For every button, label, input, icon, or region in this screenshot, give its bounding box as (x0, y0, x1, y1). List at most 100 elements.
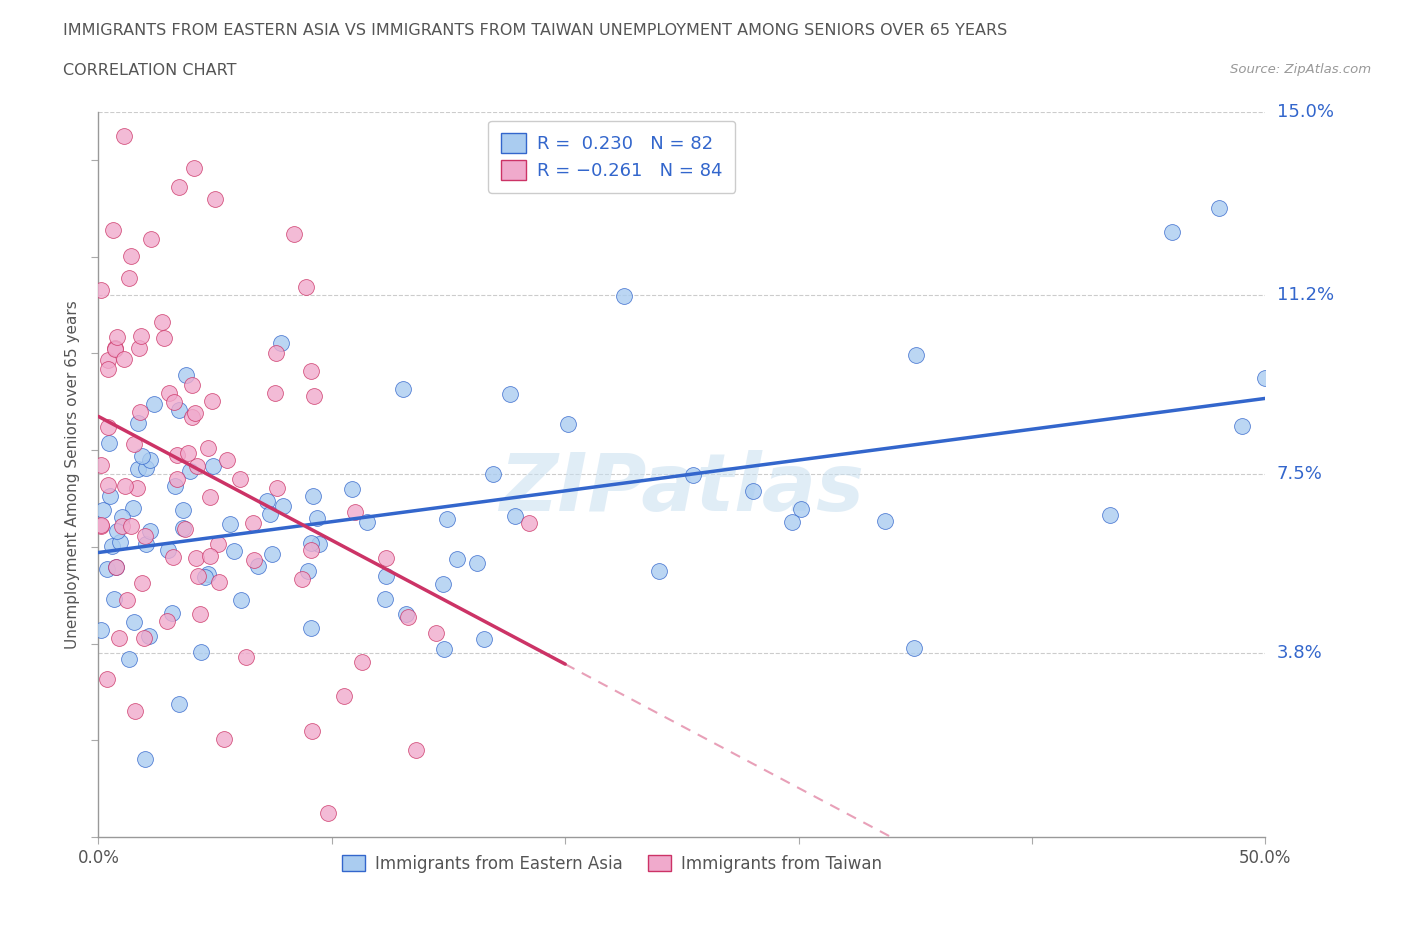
Point (108, 535, 131, 550)
Point (90, 623, 112, 638)
Point (222, 544, 245, 559)
Point (107, 631, 129, 645)
Point (134, 528, 156, 543)
Point (291, 572, 314, 587)
Point (103, 591, 125, 606)
Point (557, 417, 579, 432)
Point (305, 511, 328, 525)
Point (259, 507, 281, 522)
Point (162, 605, 184, 620)
Point (166, 472, 188, 486)
Point (200, 393, 222, 408)
Point (301, 620, 323, 635)
Point (97, 478, 120, 493)
Point (356, 514, 378, 529)
Point (138, 629, 160, 644)
Point (131, 448, 153, 463)
Point (197, 441, 219, 456)
Point (1098, 508, 1121, 523)
Point (186, 458, 208, 473)
Point (350, 654, 373, 669)
Text: IMMIGRANTS FROM EASTERN ASIA VS IMMIGRANTS FROM TAIWAN UNEMPLOYMENT AMONG SENIOR: IMMIGRANTS FROM EASTERN ASIA VS IMMIGRAN… (63, 23, 1008, 38)
Point (134, 752, 156, 767)
Point (190, 645, 212, 660)
Point (104, 559, 127, 574)
Point (150, 315, 173, 330)
Point (790, 501, 813, 516)
Point (167, 179, 190, 194)
Point (374, 551, 396, 565)
Point (295, 279, 318, 294)
Point (122, 615, 145, 630)
Point (374, 591, 396, 606)
Point (242, 552, 264, 567)
Point (98, 435, 121, 450)
Point (396, 610, 419, 625)
Text: 3.8%: 3.8% (1277, 644, 1322, 662)
Point (266, 481, 288, 496)
Point (283, 226, 305, 241)
Point (179, 463, 201, 478)
Point (194, 570, 217, 585)
Point (472, 631, 495, 646)
Point (118, 651, 141, 666)
Point (101, 222, 124, 237)
Point (187, 569, 209, 584)
Point (105, 559, 128, 574)
Point (446, 551, 468, 566)
Point (90, 458, 112, 472)
Point (302, 389, 325, 404)
Point (129, 328, 152, 343)
Point (344, 504, 367, 519)
Point (118, 271, 141, 286)
Point (152, 331, 174, 346)
Point (613, 289, 636, 304)
Point (122, 500, 145, 515)
Point (91, 502, 114, 517)
Point (174, 367, 197, 382)
Point (105, 524, 128, 538)
Point (436, 512, 458, 526)
Point (1254, 370, 1277, 385)
Point (131, 576, 153, 591)
Point (172, 520, 194, 535)
Point (297, 564, 319, 578)
Point (165, 478, 187, 493)
Point (97, 419, 120, 434)
Point (308, 537, 330, 551)
Point (104, 341, 127, 356)
Point (229, 472, 252, 486)
Point (125, 481, 148, 496)
Point (333, 689, 356, 704)
Point (112, 352, 135, 366)
Point (229, 592, 252, 607)
Point (162, 550, 184, 565)
Point (219, 516, 242, 531)
Point (96, 352, 118, 367)
Point (299, 364, 322, 379)
Point (197, 566, 219, 581)
Point (183, 161, 205, 176)
Point (318, 805, 340, 820)
Point (903, 641, 925, 656)
Point (246, 558, 269, 573)
Point (875, 513, 897, 528)
Point (167, 697, 190, 711)
Point (157, 542, 180, 557)
Point (505, 508, 527, 523)
Point (120, 248, 142, 263)
Point (176, 445, 198, 460)
Point (299, 543, 322, 558)
Point (172, 502, 194, 517)
Point (122, 437, 145, 452)
Point (301, 724, 323, 738)
Point (139, 524, 162, 538)
Point (143, 397, 166, 412)
Text: 11.2%: 11.2% (1277, 286, 1334, 304)
Point (129, 405, 152, 419)
Point (264, 386, 287, 401)
Point (499, 387, 522, 402)
Point (782, 514, 804, 529)
Point (905, 348, 928, 363)
Point (742, 484, 765, 498)
